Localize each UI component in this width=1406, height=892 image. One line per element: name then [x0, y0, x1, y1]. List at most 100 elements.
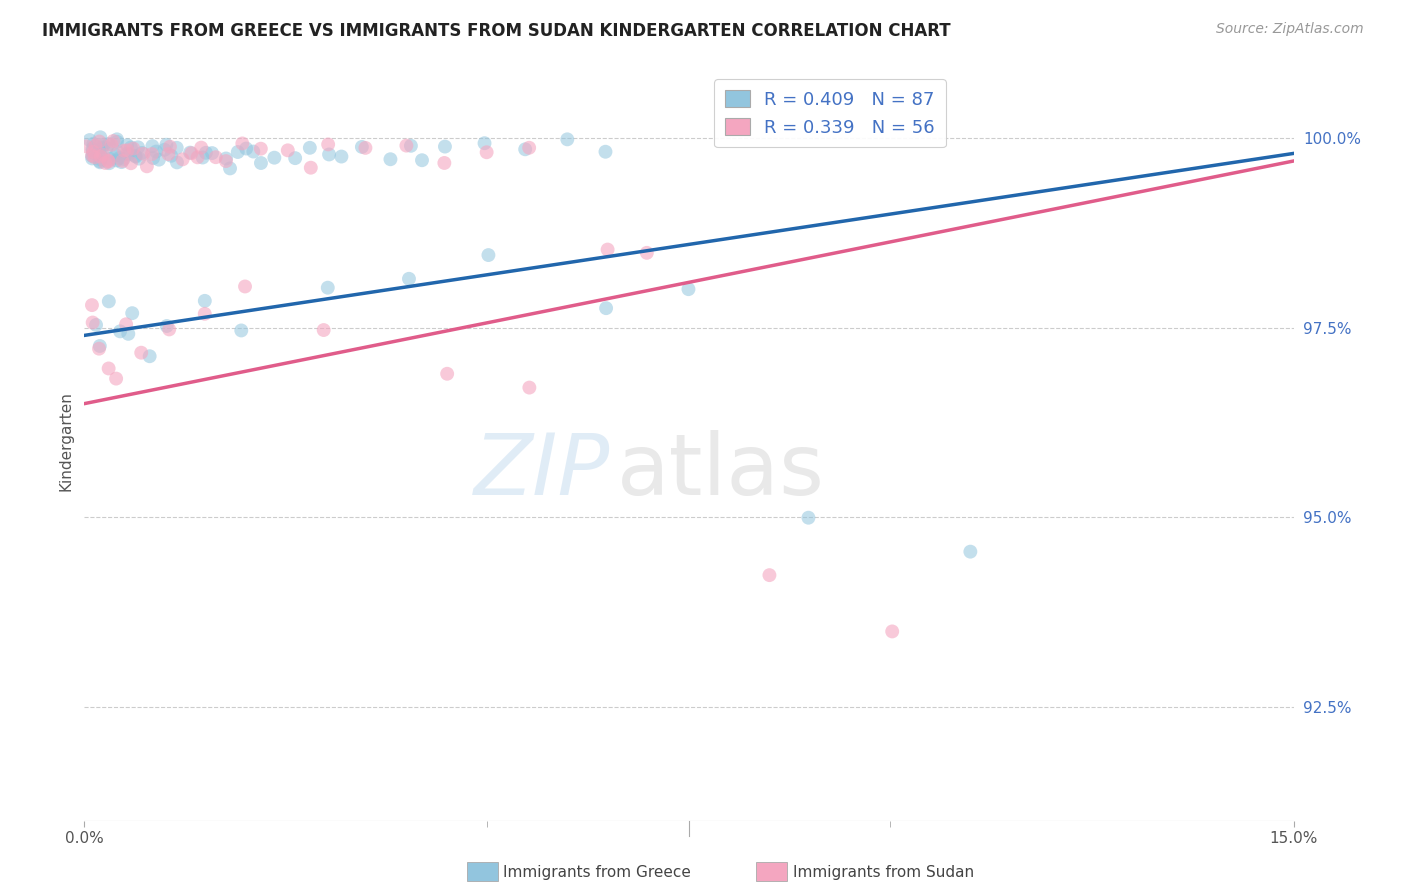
Point: [219, 161, 242, 176]
Point: [122, 142, 145, 156]
Point: [89, 339, 111, 353]
Point: [98, 152, 121, 166]
Point: [519, 381, 541, 395]
Point: [555, 132, 578, 146]
Point: [190, 140, 212, 154]
Point: [90, 153, 112, 167]
Point: [299, 161, 322, 175]
Point: [82, 144, 104, 158]
Point: [105, 135, 128, 149]
Point: [595, 145, 617, 159]
Text: Source: ZipAtlas.com: Source: ZipAtlas.com: [1216, 22, 1364, 37]
Point: [350, 140, 373, 154]
Point: [330, 149, 353, 163]
Point: [82, 148, 104, 162]
Point: [79, 133, 101, 147]
Point: [75, 139, 97, 153]
Point: [194, 293, 217, 308]
Point: [89, 154, 111, 169]
Point: [97, 361, 120, 376]
Point: [97, 154, 120, 169]
Point: [100, 137, 122, 152]
Text: Immigrants from Sudan: Immigrants from Sudan: [793, 865, 974, 880]
Point: [231, 136, 253, 151]
Point: [131, 145, 153, 160]
Text: ZIP: ZIP: [474, 430, 610, 514]
Point: [233, 279, 256, 293]
Point: [172, 153, 194, 167]
Point: [436, 367, 458, 381]
Point: [89, 150, 111, 164]
Point: [104, 148, 127, 162]
Point: [82, 149, 104, 163]
Point: [153, 143, 176, 157]
Point: [96, 141, 118, 155]
Point: [120, 140, 142, 154]
Point: [121, 306, 143, 320]
Point: [82, 145, 104, 159]
Point: [141, 147, 163, 161]
Point: [201, 146, 224, 161]
Point: [110, 155, 132, 169]
Point: [155, 137, 177, 152]
Point: [882, 624, 904, 639]
Point: [105, 132, 128, 146]
Point: [157, 147, 180, 161]
Point: [194, 307, 217, 321]
Point: [475, 145, 498, 160]
Point: [166, 141, 188, 155]
Point: [959, 544, 981, 558]
Point: [231, 323, 253, 337]
Point: [215, 152, 238, 166]
Point: [312, 323, 335, 337]
Point: [97, 294, 120, 309]
Point: [159, 139, 181, 153]
Point: [117, 143, 139, 157]
Point: [277, 144, 299, 158]
Point: [90, 150, 112, 164]
Point: [82, 141, 104, 155]
Point: [250, 142, 273, 156]
Point: [82, 152, 104, 166]
Point: [411, 153, 433, 168]
Point: [107, 145, 129, 160]
Point: [129, 345, 152, 359]
Point: [316, 137, 339, 152]
Point: [108, 151, 131, 165]
Point: [354, 141, 377, 155]
Point: [242, 145, 264, 159]
Point: [141, 139, 163, 153]
Point: [142, 151, 165, 165]
Point: [138, 349, 160, 363]
Point: [93, 137, 115, 152]
Point: [515, 142, 537, 156]
Point: [395, 138, 418, 153]
Point: [90, 141, 112, 155]
Point: [83, 146, 105, 161]
Point: [117, 146, 139, 161]
Point: [157, 322, 180, 336]
Point: [477, 248, 499, 262]
Point: [127, 140, 149, 154]
Point: [83, 150, 105, 164]
Point: [148, 153, 170, 167]
Point: [166, 155, 188, 169]
Point: [179, 145, 201, 160]
Point: [263, 151, 285, 165]
Point: [204, 150, 226, 164]
Point: [125, 150, 148, 164]
Point: [120, 156, 142, 170]
Point: [316, 281, 339, 295]
Point: [80, 298, 103, 312]
Point: [118, 147, 141, 161]
Point: [115, 318, 138, 332]
Point: [226, 145, 249, 159]
Point: [474, 136, 496, 151]
Point: [97, 136, 120, 151]
Point: [115, 138, 138, 153]
Point: [111, 153, 134, 168]
Point: [89, 130, 111, 145]
Point: [105, 153, 128, 168]
Point: [156, 318, 179, 333]
Point: [678, 282, 700, 296]
